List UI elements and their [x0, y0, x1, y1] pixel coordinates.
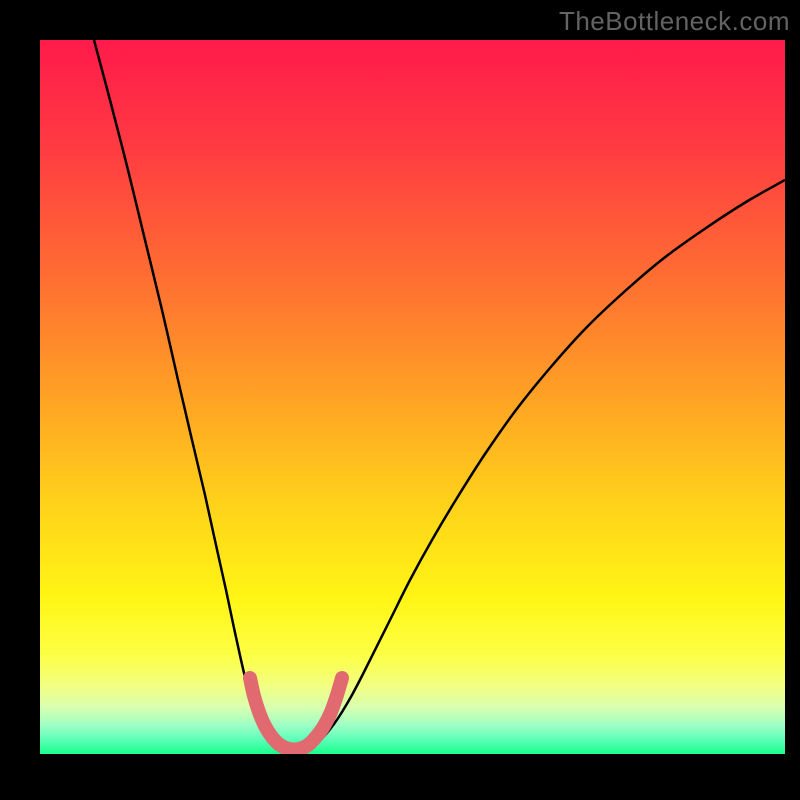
- bottleneck-curve: [94, 40, 785, 751]
- curve-layer: [40, 40, 785, 754]
- watermark-text: TheBottleneck.com: [559, 6, 790, 37]
- plot-area: [40, 40, 785, 754]
- optimal-zone-marker: [250, 678, 342, 750]
- chart-stage: TheBottleneck.com: [0, 0, 800, 800]
